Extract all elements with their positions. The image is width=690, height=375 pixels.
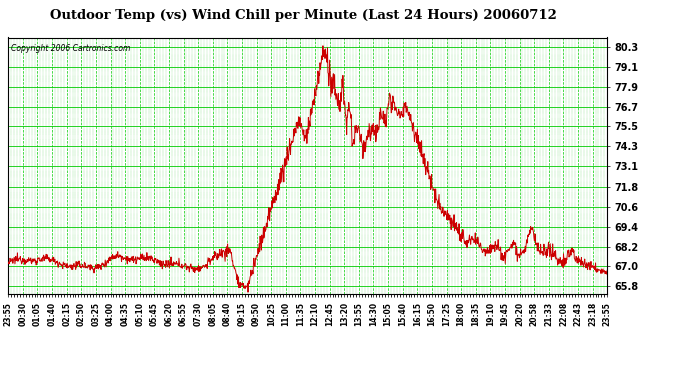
Text: Outdoor Temp (vs) Wind Chill per Minute (Last 24 Hours) 20060712: Outdoor Temp (vs) Wind Chill per Minute … — [50, 9, 557, 22]
Text: Copyright 2006 Cartronics.com: Copyright 2006 Cartronics.com — [11, 44, 130, 53]
